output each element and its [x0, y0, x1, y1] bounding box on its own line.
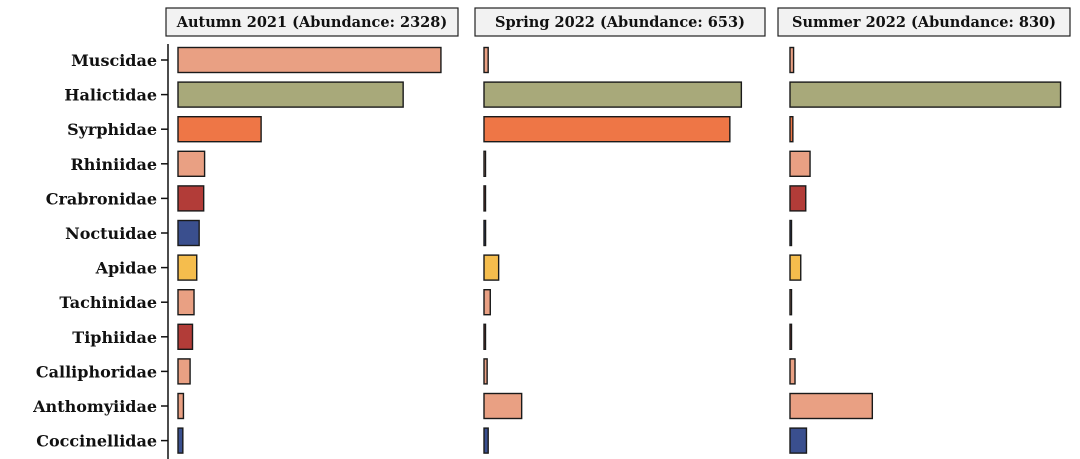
panel-title-box [777, 7, 1071, 37]
bar-noctuidae-panel-1 [177, 219, 200, 247]
category-label-calliphoridae: Calliphoridae [36, 362, 157, 381]
bar-tachinidae-panel-1 [177, 289, 195, 316]
bar-tachinidae-panel-2 [483, 289, 491, 316]
bar-calliphoridae-panel-1 [177, 358, 191, 385]
bar-noctuidae-panel-2 [483, 219, 487, 247]
category-labels: Muscidae Halictidae Syrphidae Rhiniidae Crab… [32, 44, 169, 459]
bar-syrphidae-panel-1 [177, 115, 262, 143]
bar-tiphiidae-panel-3 [789, 323, 793, 350]
category-label-crabronidae: Crabronidae [46, 189, 157, 208]
bar-calliphoridae-panel-2 [483, 358, 488, 385]
bar-anthomyiidae-panel-3 [789, 392, 874, 420]
bar-calliphoridae-panel-3 [789, 358, 796, 385]
bar-coccinellidae-panel-2 [483, 427, 489, 454]
panel-title: Summer 2022 (Abundance: 830) [792, 14, 1056, 31]
bar-rhiniidae-panel-2 [483, 150, 487, 178]
category-label-coccinellidae: Coccinellidae [36, 432, 157, 451]
category-label-syrphidae: Syrphidae [67, 120, 157, 139]
bar-halictidae-panel-2 [483, 81, 743, 108]
bar-tiphiidae-panel-1 [177, 323, 194, 350]
panel-1: Autumn 2021 (Abundance: 2328) [165, 7, 459, 454]
bar-muscidae-panel-1 [177, 46, 442, 74]
category-label-halictidae: Halictidae [64, 86, 157, 105]
panel-2: Spring 2022 (Abundance: 653) [474, 7, 766, 454]
category-label-tiphiidae: Tiphiidae [72, 328, 157, 347]
bar-halictidae-panel-3 [789, 81, 1062, 108]
bar-tachinidae-panel-3 [789, 289, 793, 316]
panel-title: Spring 2022 (Abundance: 653) [495, 14, 745, 31]
panels: Autumn 2021 (Abundance: 2328) Spring 2022… [165, 7, 1071, 454]
panel-3: Summer 2022 (Abundance: 830) [777, 7, 1071, 454]
bar-crabronidae-panel-3 [789, 185, 807, 212]
bar-rhiniidae-panel-3 [789, 150, 811, 178]
bar-noctuidae-panel-3 [789, 219, 793, 247]
bar-crabronidae-panel-2 [483, 185, 487, 212]
panel-title-box [474, 7, 766, 37]
category-label-noctuidae: Noctuidae [65, 224, 157, 243]
bar-syrphidae-panel-2 [483, 115, 731, 143]
category-label-apidae: Apidae [95, 259, 157, 278]
bar-tiphiidae-panel-2 [483, 323, 487, 350]
panel-title: Autumn 2021 (Abundance: 2328) [176, 14, 447, 31]
bar-apidae-panel-1 [177, 254, 198, 281]
bar-rhiniidae-panel-1 [177, 150, 206, 178]
bar-muscidae-panel-2 [483, 46, 489, 74]
bar-apidae-panel-3 [789, 254, 802, 281]
panel-title-box [165, 7, 459, 37]
bar-syrphidae-panel-3 [789, 115, 794, 143]
category-label-rhiniidae: Rhiniidae [70, 155, 157, 174]
bar-crabronidae-panel-1 [177, 185, 205, 212]
category-label-anthomyiidae: Anthomyiidae [32, 397, 157, 416]
bar-apidae-panel-2 [483, 254, 500, 281]
bar-coccinellidae-panel-3 [789, 427, 808, 454]
category-label-tachinidae: Tachinidae [59, 293, 157, 312]
bar-muscidae-panel-3 [789, 46, 795, 74]
category-label-muscidae: Muscidae [71, 51, 157, 70]
bar-anthomyiidae-panel-1 [177, 392, 185, 420]
bar-anthomyiidae-panel-2 [483, 392, 523, 420]
bar-halictidae-panel-1 [177, 81, 404, 108]
bar-coccinellidae-panel-1 [177, 427, 184, 454]
